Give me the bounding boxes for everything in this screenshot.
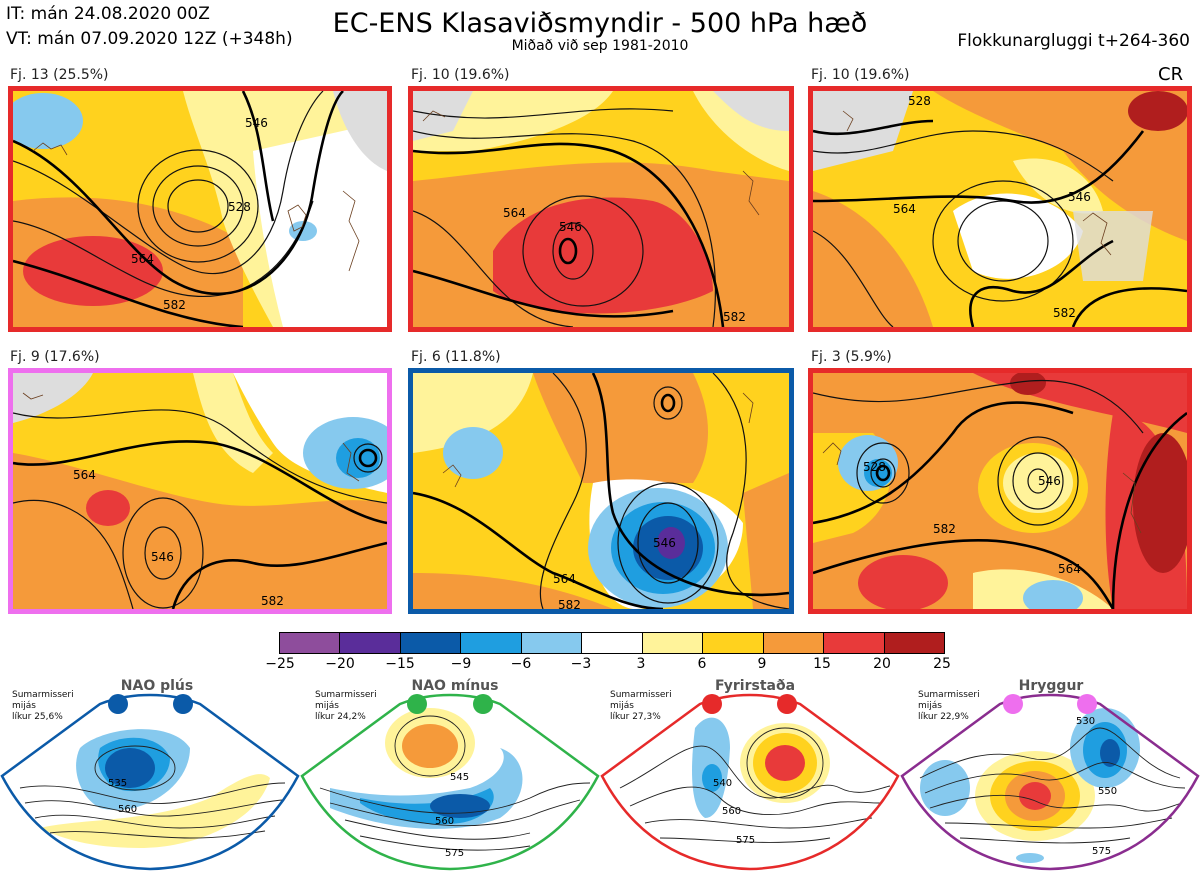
colorbar-swatch [702,633,763,653]
colorbar-tick: −3 [570,656,592,672]
colorbar-swatch [883,633,944,653]
cluster-label-1: Fj. 13 (25.5%) [10,67,109,83]
contour-label: 564 [553,572,576,586]
colorbar-swatch [641,633,703,653]
anomaly-map-3: 528 564 582 546 [813,91,1187,327]
contour-label: 546 [1068,190,1091,204]
contour-label: 528 [908,94,931,108]
contour-label: 575 [445,848,464,859]
colorbar-tick: −9 [450,656,472,672]
anomaly-map-4: 546 564 582 [13,373,387,609]
contour-label: 560 [722,806,741,817]
colorbar-swatch [460,633,521,653]
regime-blocking: Sumarmisseri mijás líkur 27,3% Fyrirstað… [600,678,900,871]
contour-label: 540 [713,778,732,789]
regime-title: Hryggur [1018,678,1084,694]
colorbar-tick: −20 [325,656,355,672]
contour-label: 582 [723,310,746,324]
regime-info: Sumarmisseri mijás líkur 25,6% [12,690,74,722]
regime-map-3: 540 560 575 [600,693,900,871]
regime-ridge: Sumarmisseri mijás líkur 22,9% Hryggur 5… [900,678,1200,871]
cluster-map-5: 546 564 582 [408,368,794,614]
colorbar-tick: 25 [933,656,951,672]
contour-label: 546 [245,116,268,130]
colorbar-tick: −6 [510,656,532,672]
regime-info: Sumarmisseri mijás líkur 27,3% [610,690,672,722]
cr-label: CR [1158,64,1184,85]
colorbar-tick: 9 [757,656,767,672]
regime-nao-minus: Sumarmisseri mijás líkur 24,2% NAO mínus… [300,678,600,871]
colorbar [279,632,945,654]
contour-label: 564 [503,206,526,220]
regime-title: Fyrirstaða [714,678,796,694]
colorbar-tick: 6 [697,656,707,672]
contour-label: 546 [653,536,676,550]
cluster-map-6: 528 546 564 582 [808,368,1192,614]
colorbar-tick: 15 [813,656,831,672]
cluster-map-4: 546 564 582 [8,368,392,614]
contour-label: 545 [450,772,469,783]
classification-window: Flokkunargluggi t+264-360 [957,31,1190,51]
regime-title: NAO plús [120,678,194,694]
page-subtitle: Miðað við sep 1981-2010 [511,38,689,54]
regime-map-2: 545 560 575 [300,693,600,871]
anomaly-map-5: 546 564 582 [413,373,789,609]
contour-label: 564 [1058,562,1081,576]
contour-label: 550 [1098,786,1117,797]
colorbar-swatch [823,633,884,653]
contour-label: 582 [933,522,956,536]
contour-label: 582 [1053,306,1076,320]
cluster-label-3: Fj. 10 (19.6%) [811,67,910,83]
contour-label: 546 [559,220,582,234]
valid-time: VT: mán 07.09.2020 12Z (+348h) [6,29,293,49]
anomaly-map-2: 546 564 582 [413,91,789,327]
contour-label: 582 [261,594,284,608]
contour-label: 582 [163,298,186,312]
anomaly-map-1: 546 564 582 528 [13,91,387,327]
regime-title: NAO mínus [411,678,499,694]
colorbar-swatch [339,633,400,653]
colorbar-swatch [399,633,461,653]
colorbar-swatch [520,633,582,653]
cluster-map-1: 546 564 582 528 [8,86,392,332]
contour-label: 564 [131,252,154,266]
regime-info: Sumarmisseri mijás líkur 22,9% [918,690,980,722]
cluster-label-6: Fj. 3 (5.9%) [811,349,892,365]
colorbar-swatch [581,633,642,653]
colorbar-tick: 3 [636,656,646,672]
contour-label: 546 [151,550,174,564]
colorbar-tick: 20 [873,656,891,672]
contour-label: 560 [435,816,454,827]
contour-label: 575 [1092,846,1111,857]
cluster-label-2: Fj. 10 (19.6%) [411,67,510,83]
page-title: EC-ENS Klasaviðsmyndir - 500 hPa hæð [332,8,868,39]
contour-label: 560 [118,804,137,815]
contour-label: 528 [863,460,886,474]
contour-label: 564 [73,468,96,482]
regime-map-1: 535 560 [0,693,300,871]
init-time: IT: mán 24.08.2020 00Z [6,4,210,24]
cluster-map-2: 546 564 582 [408,86,794,332]
contour-label: 546 [1038,474,1061,488]
cluster-label-5: Fj. 6 (11.8%) [411,349,501,365]
regime-info: Sumarmisseri mijás líkur 24,2% [315,690,377,722]
contour-label: 575 [736,835,755,846]
contour-label: 530 [1076,716,1095,727]
contour-label: 528 [228,200,251,214]
colorbar-tick: −25 [265,656,295,672]
cluster-label-4: Fj. 9 (17.6%) [10,349,100,365]
contour-label: 535 [108,778,127,789]
regime-map-4: 530 550 575 [900,693,1200,871]
contour-label: 564 [893,202,916,216]
anomaly-map-6: 528 546 564 582 [813,373,1187,609]
regime-nao-plus: Sumarmisseri mijás líkur 25,6% NAO plús … [0,678,300,871]
colorbar-tick: −15 [385,656,415,672]
cluster-map-3: 528 564 582 546 [808,86,1192,332]
contour-label: 582 [558,598,581,609]
colorbar-swatch [280,633,340,653]
colorbar-swatch [762,633,824,653]
